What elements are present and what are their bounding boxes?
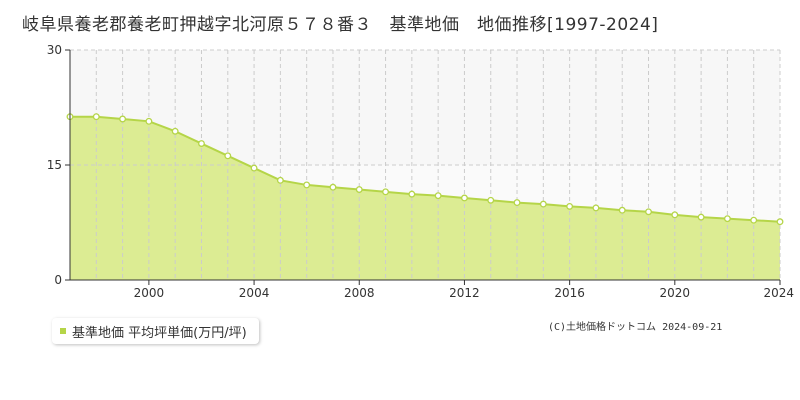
data-point (697, 213, 705, 221)
legend-label: 基準地価 平均坪単価(万円/坪) (72, 325, 247, 341)
data-point (250, 164, 258, 172)
series-area (70, 116, 780, 280)
data-point (618, 206, 626, 214)
x-tick-label: 2000 (134, 286, 165, 300)
data-point (382, 188, 390, 196)
data-point (776, 218, 784, 226)
data-point (460, 194, 468, 202)
x-tick-label: 2012 (449, 286, 480, 300)
data-point (355, 186, 363, 193)
legend-swatch (60, 328, 66, 334)
data-point (645, 208, 652, 216)
data-point (224, 152, 232, 160)
data-point (723, 215, 731, 223)
data-point (487, 196, 495, 204)
data-point (566, 202, 574, 210)
data-point (329, 183, 337, 191)
data-point (119, 115, 127, 123)
y-tick-label: 0 (54, 273, 62, 287)
data-point (408, 190, 416, 198)
x-tick-label: 2024 (763, 286, 794, 300)
data-point (750, 216, 758, 224)
data-point (171, 127, 179, 135)
x-tick-label: 2020 (660, 286, 691, 300)
data-point (198, 140, 205, 147)
data-point (592, 204, 600, 212)
data-point (276, 176, 284, 184)
y-tick-label: 15 (47, 158, 62, 172)
x-tick-label: 2008 (344, 286, 375, 300)
legend: 基準地価 平均坪単価(万円/坪) (52, 318, 259, 344)
series-line (70, 115, 781, 223)
data-point (434, 192, 442, 200)
y-tick-label: 30 (47, 43, 62, 57)
data-point (671, 211, 679, 219)
data-point (513, 199, 521, 207)
data-point (539, 200, 547, 208)
x-tick-label: 2016 (554, 286, 585, 300)
copyright-footer: (C)土地価格ドットコム 2024-09-21 (548, 322, 723, 333)
x-tick-label: 2004 (239, 286, 270, 300)
chart-title: 岐阜県養老郡養老町押越字北河原５７８番３ 基準地価 地価推移[1997-2024… (22, 15, 659, 35)
data-point (145, 117, 153, 125)
data-point (303, 181, 311, 189)
data-point (92, 113, 100, 121)
